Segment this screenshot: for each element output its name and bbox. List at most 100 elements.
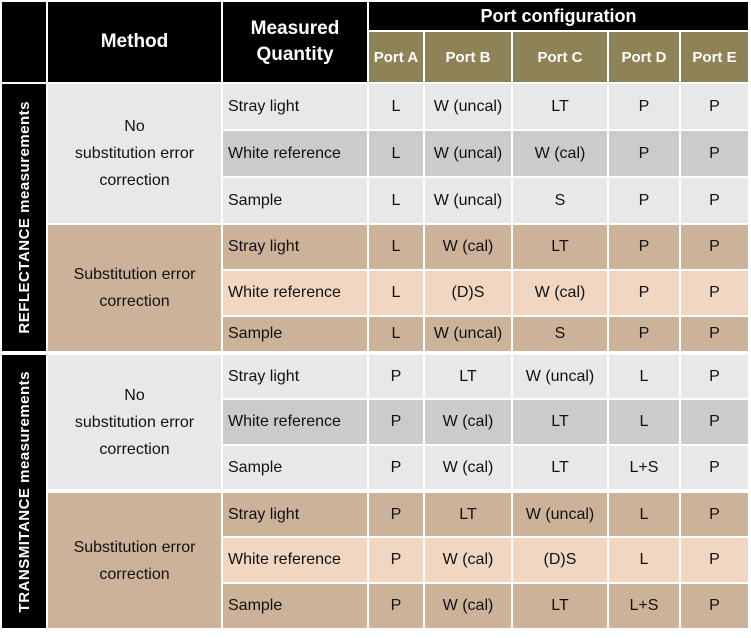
port-a-cell: P — [367, 398, 425, 446]
port-d-cell: L — [607, 489, 681, 538]
port-d-cell: P — [607, 129, 681, 178]
port-e-cell: P — [678, 536, 751, 584]
header-row-ports: Port A Port B Port C Port D Port E — [1, 30, 751, 84]
method-header: Method — [46, 0, 223, 84]
port-e-cell: P — [678, 315, 751, 354]
port-b-cell: W (cal) — [423, 582, 513, 630]
port-e-cell: P — [678, 351, 751, 400]
port-a-cell: L — [367, 82, 425, 131]
port-a-cell: L — [367, 315, 425, 354]
port-c-cell: W (uncal) — [511, 489, 609, 538]
port-a-cell: L — [367, 176, 425, 225]
port-e-cell: P — [678, 269, 751, 317]
port-d-cell: P — [607, 269, 681, 317]
port-a-cell: L — [367, 129, 425, 178]
port-c-header: Port C — [511, 30, 609, 84]
quantity-cell: Sample — [221, 176, 369, 225]
port-a-cell: P — [367, 489, 425, 538]
method-line: Substitution error — [73, 266, 196, 283]
port-a-cell: P — [367, 582, 425, 630]
quantity-cell: White reference — [221, 398, 369, 446]
port-e-cell: P — [678, 398, 751, 446]
port-b-cell: W (uncal) — [423, 315, 513, 354]
method-line: correction — [99, 172, 170, 189]
port-e-cell: P — [678, 489, 751, 538]
section-label-reflectance: REFLECTANCE measurements — [0, 82, 48, 354]
quantity-cell: Sample — [221, 444, 369, 492]
port-configuration-header: Port configuration — [366, 0, 751, 32]
port-d-cell: L — [607, 536, 681, 584]
table-row: TRANSMITANCE measurements No substitutio… — [0, 351, 751, 630]
method-line: correction — [99, 565, 170, 583]
port-e-cell: P — [678, 129, 751, 178]
port-d-cell: P — [607, 223, 681, 271]
port-d-cell: L+S — [607, 582, 681, 630]
port-c-cell: S — [511, 176, 609, 225]
table-row: REFLECTANCE measurements No substitution… — [0, 82, 751, 354]
port-b-cell: W (cal) — [423, 223, 513, 271]
measured-quantity-header: Measured Quantity — [221, 0, 369, 84]
method-line: correction — [99, 440, 170, 458]
port-b-cell: (D)S — [423, 269, 513, 317]
measured-quantity-line2: Quantity — [256, 44, 334, 65]
quantity-cell: White reference — [221, 129, 369, 178]
port-c-cell: (D)S — [511, 536, 609, 584]
port-b-header: Port B — [423, 30, 513, 84]
method-line: substitution error — [74, 413, 195, 431]
port-a-cell: L — [367, 223, 425, 271]
port-e-cell: P — [678, 176, 751, 225]
port-b-cell: W (uncal) — [423, 176, 513, 225]
method-cell: Substitution error correction — [46, 223, 223, 354]
quantity-cell: Sample — [221, 315, 369, 354]
header-row-top: Method Measured Quantity Port configurat… — [0, 0, 751, 84]
quantity-cell: Stray light — [221, 489, 369, 538]
port-c-cell: LT — [511, 444, 609, 492]
method-cell: No substitution error correction — [46, 82, 223, 225]
method-line: substitution error — [74, 145, 195, 162]
port-b-cell: LT — [423, 489, 513, 538]
port-b-cell: W (uncal) — [423, 82, 513, 131]
method-line: No — [124, 118, 145, 135]
table-row: White reference L (D)S W (cal) P P — [1, 269, 751, 317]
port-b-cell: LT — [423, 351, 513, 400]
method-cell: No substitution error correction — [46, 351, 223, 492]
port-d-cell: L — [607, 398, 681, 446]
method-line: No — [124, 386, 145, 404]
quantity-cell: Sample — [221, 582, 369, 630]
table-row: Substitution error correction Stray ligh… — [1, 223, 751, 354]
port-c-cell: W (uncal) — [511, 351, 609, 400]
port-b-cell: W (cal) — [423, 444, 513, 492]
method-line: correction — [99, 293, 170, 310]
section-label-transmitance: TRANSMITANCE measurements — [0, 351, 48, 630]
quantity-cell: Stray light — [221, 82, 369, 131]
port-d-cell: P — [607, 176, 681, 225]
port-b-cell: W (cal) — [423, 398, 513, 446]
section-label-text: REFLECTANCE measurements — [15, 101, 33, 334]
port-b-cell: W (uncal) — [423, 129, 513, 178]
port-c-cell: LT — [511, 82, 609, 131]
port-c-cell: LT — [511, 223, 609, 271]
port-e-header: Port E — [678, 30, 751, 84]
port-c-cell: S — [511, 315, 609, 354]
quantity-cell: Stray light — [221, 223, 369, 271]
port-a-header: Port A — [367, 30, 425, 84]
port-d-cell: P — [607, 82, 681, 131]
quantity-cell: White reference — [221, 269, 369, 317]
quantity-cell: Stray light — [221, 351, 369, 400]
section-label-text: TRANSMITANCE measurements — [15, 370, 33, 613]
port-c-cell: W (cal) — [511, 269, 609, 317]
table-row: Substitution error correction Stray ligh… — [1, 489, 751, 630]
port-e-cell: P — [678, 582, 751, 630]
method-line: Substitution error — [73, 538, 196, 556]
port-e-cell: P — [678, 223, 751, 271]
port-e-cell: P — [678, 444, 751, 492]
method-cell: Substitution error correction — [46, 489, 223, 630]
port-c-cell: W (cal) — [511, 129, 609, 178]
corner-cell — [0, 0, 48, 84]
port-a-cell: L — [367, 269, 425, 317]
port-d-cell: L+S — [607, 444, 681, 492]
port-a-cell: P — [367, 351, 425, 400]
quantity-cell: White reference — [221, 536, 369, 584]
port-a-cell: P — [367, 444, 425, 492]
